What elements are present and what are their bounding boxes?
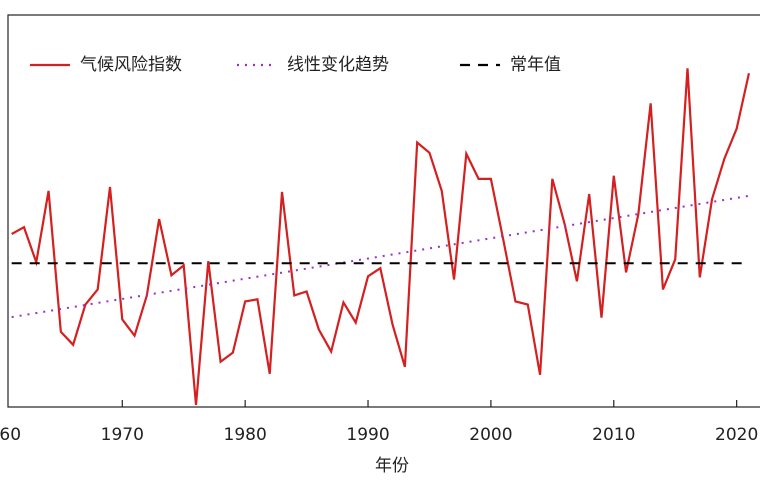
legend-label: 线性变化趋势 <box>287 55 389 75</box>
x-tick-label: 1980 <box>224 425 267 445</box>
x-tick-label: 2000 <box>469 425 512 445</box>
x-tick-label: 2010 <box>592 425 635 445</box>
legend-label: 常年值 <box>510 55 561 75</box>
x-tick-label: 1960 <box>0 425 21 445</box>
series-line <box>11 68 751 406</box>
x-tick-label: 1970 <box>101 425 144 445</box>
legend-label: 气候风险指数 <box>80 55 182 75</box>
x-tick-label: 2020 <box>715 425 758 445</box>
plot-frame <box>7 14 760 408</box>
x-axis-title: 年份 <box>375 456 409 476</box>
x-tick-label: 1990 <box>346 425 389 445</box>
